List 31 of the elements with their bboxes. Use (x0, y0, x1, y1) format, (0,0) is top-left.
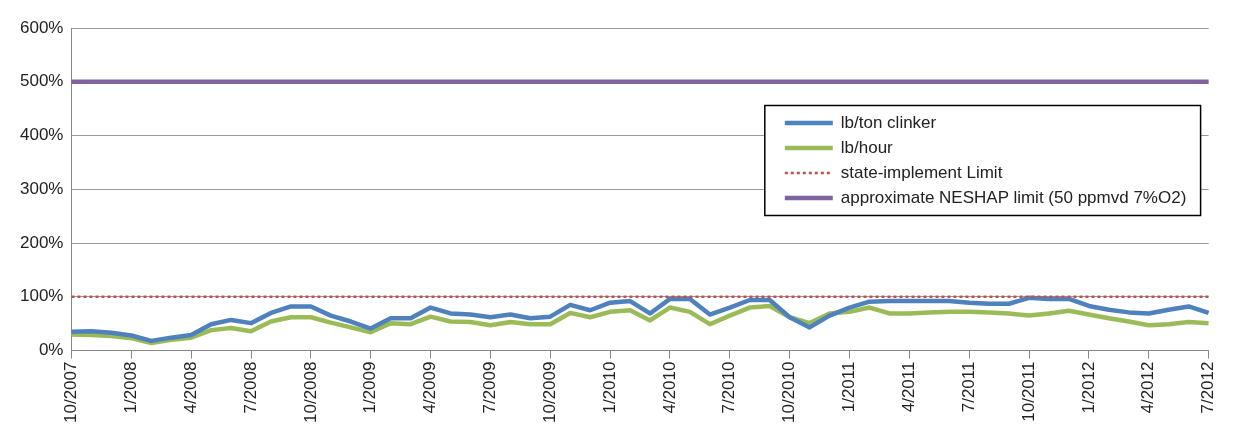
legend-label: lb/hour (840, 137, 894, 157)
x-tick-label: 4/2010 (659, 361, 679, 414)
x-tick-label: 7/2012 (1198, 361, 1218, 414)
y-tick-label: 500% (20, 71, 64, 91)
x-tick-label: 4/2009 (420, 361, 440, 414)
y-tick-label: 400% (20, 125, 64, 145)
x-tick-label: 1/2008 (121, 361, 141, 414)
x-tick-label: 4/2008 (180, 361, 200, 414)
x-tick-label: 7/2009 (480, 361, 500, 414)
y-tick-label: 100% (20, 286, 64, 306)
x-tick-label: 10/2009 (539, 361, 559, 423)
x-tick-label: 7/2008 (240, 361, 260, 414)
legend-label: state-implement Limit (840, 162, 1003, 182)
y-tick-label: 300% (20, 178, 64, 198)
y-tick-label: 200% (20, 232, 64, 252)
x-tick-label: 4/2011 (899, 361, 919, 413)
x-tick-label: 7/2010 (719, 361, 739, 414)
x-tick-label: 1/2011 (839, 361, 859, 413)
x-tick-label: 1/2009 (360, 361, 380, 414)
x-tick-label: 10/2010 (779, 361, 799, 423)
x-tick-label: 1/2010 (599, 361, 619, 414)
x-tick-label: 4/2012 (1138, 361, 1158, 414)
x-tick-label: 10/2011 (1018, 361, 1038, 422)
x-tick-label: 10/2008 (300, 361, 320, 423)
legend-label: approximate NESHAP limit (50 ppmvd 7%O2) (840, 187, 1187, 207)
legend-label: lb/ton clinker (840, 112, 937, 132)
y-tick-label: 0% (38, 340, 64, 360)
x-tick-label: 7/2011 (958, 361, 978, 413)
y-tick-label: 600% (20, 17, 64, 37)
x-tick-label: 10/2007 (61, 361, 81, 423)
x-tick-label: 1/2012 (1078, 361, 1098, 414)
